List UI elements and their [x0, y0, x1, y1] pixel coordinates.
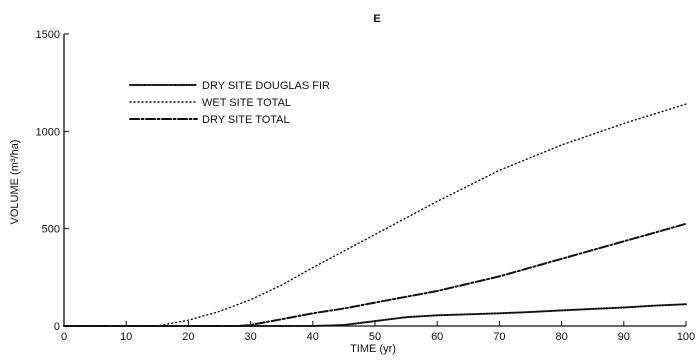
x-tick-label: 30: [244, 331, 256, 343]
series-line-2: [63, 103, 687, 327]
y-tick-label: 0: [54, 321, 60, 333]
x-tick-label: 90: [618, 331, 630, 343]
x-tick-label: 80: [555, 331, 567, 343]
legend-label: DRY SITE TOTAL: [202, 114, 290, 126]
panel-letter: E: [373, 13, 380, 25]
x-tick-label: 0: [61, 331, 67, 343]
series-line-1: [63, 303, 687, 327]
y-axis-label: VOLUME (m³/ha): [9, 140, 21, 225]
y-ticks: 0 500 1000 1500: [36, 29, 69, 333]
x-ticks: 0 10 20 30 40 50 60 70 80 90 100: [61, 321, 695, 343]
x-tick-label: 10: [120, 331, 132, 343]
legend: DRY SITE DOUGLAS FIR WET SITE TOTAL DRY SI…: [129, 80, 330, 126]
x-tick-label: 40: [307, 331, 319, 343]
y-tick-label: 1000: [36, 126, 60, 138]
y-tick-label: 1500: [36, 29, 60, 41]
legend-label: WET SITE TOTAL: [202, 97, 291, 109]
x-tick-label: 20: [182, 331, 194, 343]
x-tick-label: 60: [431, 331, 443, 343]
x-tick-label: 100: [677, 331, 695, 343]
x-tick-label: 50: [369, 331, 381, 343]
legend-label: DRY SITE DOUGLAS FIR: [202, 80, 330, 92]
y-tick-label: 500: [42, 224, 60, 236]
series-lines: [63, 103, 687, 327]
series-line-3: [63, 222, 687, 327]
x-tick-label: 70: [493, 331, 505, 343]
x-axis-label: TIME (yr): [350, 343, 396, 355]
